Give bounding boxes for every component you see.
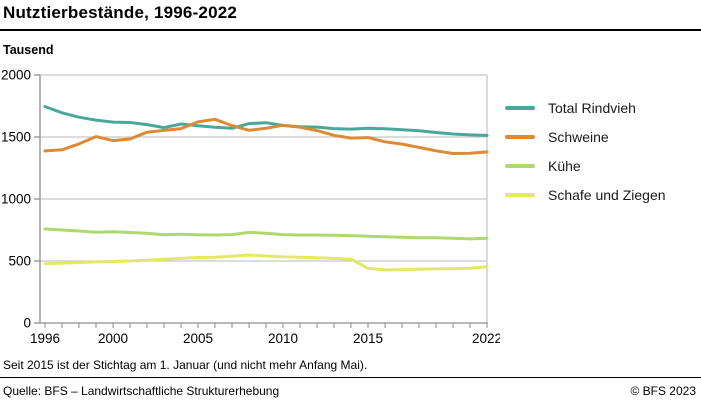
page-title: Nutztierbestände, 1996-2022: [3, 3, 238, 22]
y-axis-unit-label: Tausend: [3, 43, 54, 57]
y-tick-label: 1500: [1, 130, 31, 145]
copyright-text: © BFS 2023: [630, 384, 696, 398]
series-line-schweine: [43, 117, 489, 155]
title-divider: [0, 29, 701, 31]
series-line-schafe-und-ziegen: [43, 253, 489, 272]
x-tick-label: 2010: [268, 331, 298, 346]
line-chart: 0 500 1000 1500 2000 1996 2000 2005 2010 2015 2022: [1, 68, 500, 347]
legend-swatch-schweine-icon: [505, 134, 535, 139]
x-tick-label: 2015: [353, 331, 383, 346]
legend-item-schweine: Schweine: [505, 122, 666, 151]
footnote: Seit 2015 ist der Stichtag am 1. Januar …: [3, 358, 368, 372]
legend-swatch-total-rindvieh-icon: [505, 105, 535, 110]
legend-swatch-schafe-und-ziegen-icon: [505, 192, 535, 197]
legend-label: Total Rindvieh: [548, 99, 636, 116]
source-text: Quelle: BFS – Landwirtschaftliche Strukt…: [3, 384, 280, 398]
legend-swatch-kuehe-icon: [505, 163, 535, 168]
legend-item-total-rindvieh: Total Rindvieh: [505, 93, 666, 122]
legend: Total Rindvieh Schweine Kühe Schafe und …: [505, 93, 666, 209]
legend-label: Kühe: [548, 157, 581, 174]
footer-divider: [0, 377, 701, 378]
series-line-k-he: [43, 227, 489, 241]
x-tick-label: 1996: [30, 331, 60, 346]
x-tick-label: 2000: [98, 331, 128, 346]
x-tick-label: 2005: [183, 331, 213, 346]
y-tick-label: 1000: [1, 192, 31, 207]
y-tick-label: 2000: [1, 68, 31, 83]
footer: Quelle: BFS – Landwirtschaftliche Strukt…: [3, 384, 696, 398]
legend-label: Schweine: [548, 128, 609, 145]
x-tick-label: 2022: [472, 331, 500, 346]
legend-item-kuehe: Kühe: [505, 151, 666, 180]
y-tick-label: 500: [8, 254, 31, 269]
y-tick-label: 0: [23, 316, 31, 331]
legend-label: Schafe und Ziegen: [548, 186, 666, 203]
series-line-total-rindvieh: [43, 105, 489, 137]
legend-item-schafe-und-ziegen: Schafe und Ziegen: [505, 180, 666, 209]
